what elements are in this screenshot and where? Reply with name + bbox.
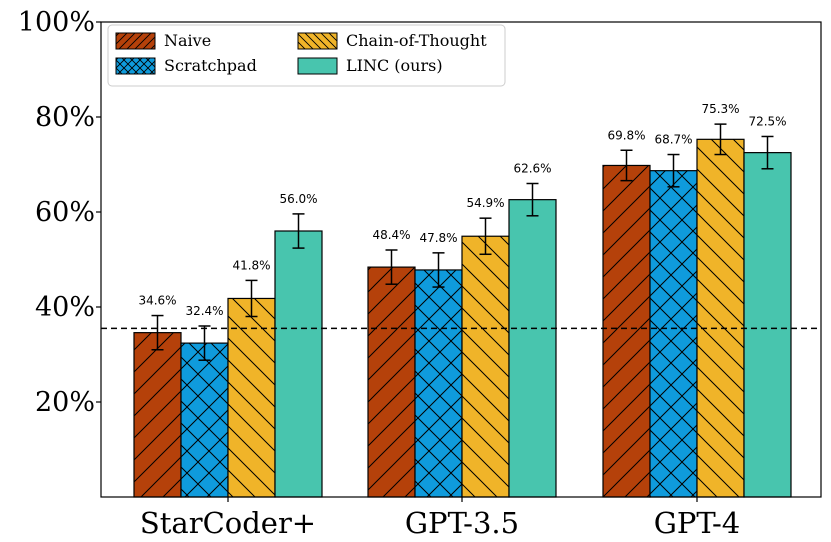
bar-linc-ours-2	[744, 152, 791, 497]
legend-swatch-outline-linc-ours	[297, 57, 338, 75]
bar-linc-ours-0	[275, 231, 322, 497]
legend-label-chain-of-thought: Chain-of-Thought	[346, 31, 487, 50]
legend-swatch-outline-scratchpad	[115, 57, 156, 75]
data-label-chain-of-thought-1: 54.9%	[466, 196, 504, 210]
legend-swatch-linc-ours	[298, 58, 337, 74]
y-tick-label-80: 80%	[35, 102, 95, 133]
bar-linc-ours-1	[509, 199, 556, 497]
category-label-1: GPT-3.5	[405, 506, 519, 540]
y-tick-label-100: 100%	[18, 7, 95, 38]
legend-frame	[107, 24, 506, 87]
legend-swatch-hatch-naive	[116, 33, 155, 49]
legend: Naive Scratchpad Chain-of-Thought LINC (our…	[107, 24, 506, 87]
category-label-0: StarCoder+	[140, 506, 316, 540]
data-label-linc-ours-2: 72.5%	[748, 114, 786, 128]
data-label-chain-of-thought-0: 41.8%	[232, 258, 270, 272]
legend-swatch-outline-naive	[115, 32, 156, 50]
bar-hatch-naive-1	[368, 267, 415, 497]
bar-hatch-chain-of-thought-2	[697, 139, 744, 497]
y-tick-label-20: 20%	[35, 387, 95, 418]
bar-hatch-naive-2	[603, 165, 650, 497]
axes-layer: 20% 40% 60% 80% 100% StarCoder+ GPT-3.5 GPT-4	[18, 7, 822, 540]
data-label-naive-0: 34.6%	[138, 294, 176, 308]
plot-frame	[100, 21, 822, 498]
data-label-linc-ours-0: 56.0%	[279, 192, 317, 206]
labels-layer: 34.6% 32.4% 41.8% 56.0% 48.4% 47.8% 54.9% 62.6%…	[138, 102, 786, 318]
bars-layer	[133, 123, 792, 498]
data-label-naive-2: 69.8%	[607, 128, 645, 142]
category-label-2: GPT-4	[654, 506, 741, 540]
legend-label-scratchpad: Scratchpad	[164, 56, 257, 75]
data-label-scratchpad-0: 32.4%	[185, 304, 223, 318]
bar-hatch-chain-of-thought-1	[462, 236, 509, 497]
bar-hatch-naive-0	[134, 332, 181, 497]
data-label-naive-1: 48.4%	[372, 228, 410, 242]
bar-hatch-chain-of-thought-0	[228, 298, 275, 497]
bar-hatch-scratchpad-2	[650, 170, 697, 498]
y-tick-label-60: 60%	[35, 197, 95, 228]
legend-label-linc-ours: LINC (ours)	[346, 56, 443, 75]
data-label-chain-of-thought-2: 75.3%	[701, 102, 739, 116]
legend-swatch-hatch-scratchpad	[116, 58, 155, 74]
bar-hatch-scratchpad-0	[181, 343, 228, 497]
data-label-scratchpad-2: 68.7%	[654, 133, 692, 147]
legend-label-naive: Naive	[164, 31, 211, 50]
y-tick-label-40: 40%	[35, 292, 95, 323]
legend-swatch-outline-chain-of-thought	[297, 32, 338, 50]
bar-hatch-scratchpad-1	[415, 269, 462, 497]
data-label-linc-ours-1: 62.6%	[513, 162, 551, 176]
legend-swatch-hatch-chain-of-thought	[298, 33, 337, 49]
data-label-scratchpad-1: 47.8%	[419, 231, 457, 245]
